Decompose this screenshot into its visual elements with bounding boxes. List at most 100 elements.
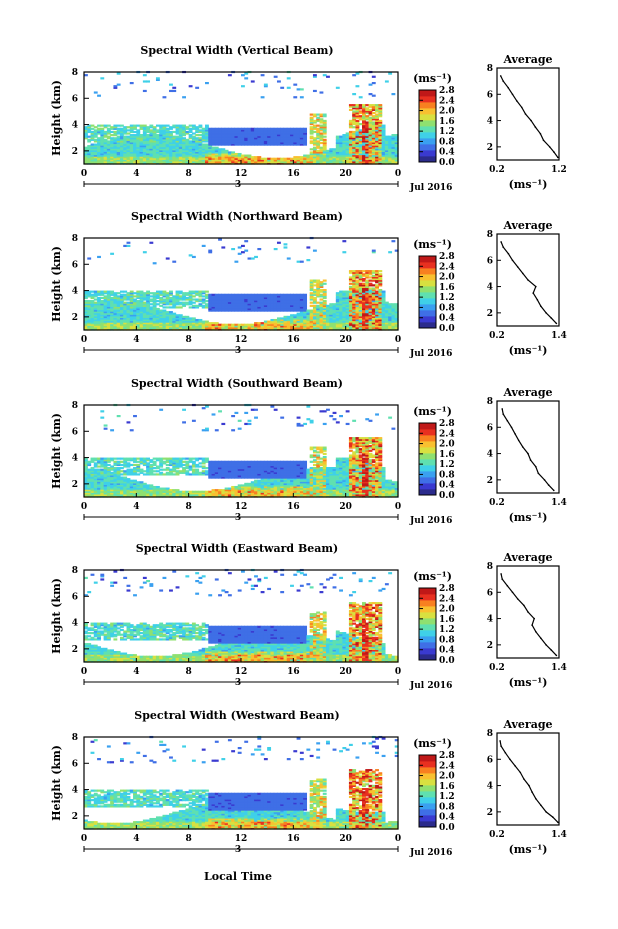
heatmap-cell [355,314,360,317]
heatmap-cell [303,317,308,320]
heatmap-cell [299,159,304,162]
heatmap-cell [152,126,157,129]
heatmap-cell [133,143,137,146]
heatmap-cell [358,159,363,162]
heatmap-cell [191,290,196,293]
heatmap-cell [283,309,288,312]
heatmap-cell [345,160,350,164]
heatmap-cell [152,160,157,164]
heatmap-cell [172,492,177,495]
heatmap-cell [394,143,399,146]
heatmap-cell [162,303,167,306]
heatmap-cell [260,325,265,328]
heatmap-cell [139,292,144,295]
heatmap-cell [218,149,222,152]
heatmap-cell [316,113,321,116]
heatmap-cell [375,323,379,326]
heatmap-cell [201,152,206,156]
heatmap-cell [303,160,308,164]
heatmap-cell [348,325,353,328]
heatmap-cell [93,307,98,311]
average-profile-point [530,119,532,122]
heatmap-cell [312,301,317,304]
heatmap-cell [322,145,327,148]
heatmap-cell [106,481,111,484]
heatmap-cell [371,111,376,115]
heatmap-cell [276,129,281,132]
heatmap-cell [155,138,160,141]
heatmap-cell [182,130,186,134]
heatmap-cell [227,143,232,146]
heatmap-cell [139,314,144,317]
heatmap-cell [136,493,141,497]
heatmap-cell [116,323,121,326]
heatmap-cell [110,145,115,148]
heatmap-cell [254,132,258,135]
heatmap-cell [146,312,151,315]
heatmap-cell [205,304,209,307]
heatmap-cell [133,323,137,326]
heatmap-cell [185,159,190,162]
heatmap-cell [201,295,206,298]
heatmap-cells [84,70,399,165]
heatmap-cell [116,474,121,478]
heatmap-cell [169,160,173,164]
heatmap-cell [309,292,314,295]
heatmap-cell [139,295,144,298]
heatmap-cell [159,141,164,145]
heatmap-cell [316,287,321,290]
heatmap-cell [224,134,229,137]
heatmap-cell [116,312,121,315]
heatmap-cell [178,157,183,160]
heatmap-cell [139,471,144,474]
heatmap-cell [110,141,115,145]
heatmap-cell [169,157,173,160]
heatmap-cell [129,160,134,164]
heatmap-cell [257,298,262,301]
heatmap-cell [129,303,134,306]
heatmap-cell [208,325,213,328]
heatmap-cell [208,160,213,164]
heatmap-cell [309,314,314,317]
heatmap-cell [348,293,353,296]
heatmap-cell [93,482,98,485]
heatmap-cell [391,304,396,307]
heatmap-cell [93,462,98,465]
heatmap-cell [391,309,396,312]
heatmap-cell [133,301,137,304]
heatmap-cell [319,288,324,292]
heatmap-cell [303,135,308,138]
heatmap-cell [342,145,347,148]
heatmap-cell [345,151,350,154]
heatmap-cell [270,295,275,298]
heatmap-cell [296,318,301,322]
heatmap-cell [191,145,196,148]
heatmap-cell [273,159,278,162]
heatmap-cell [358,116,363,119]
colorbar-tick-label: 2.0 [439,107,455,117]
heatmap-cell [149,303,154,306]
heatmap-cell [244,130,249,134]
heatmap-cell [384,318,389,322]
heatmap-cell [384,148,389,151]
heatmap-cell [299,307,304,311]
heatmap-cell [165,145,170,148]
heatmap-cell [139,492,144,495]
heatmap-cell [365,148,370,151]
heatmap-cell [126,241,131,244]
heatmap-cell [113,86,118,89]
heatmap-cell [188,320,193,323]
heatmap-cell [234,127,239,130]
heatmap-cell [133,414,137,418]
heatmap-cell [126,156,131,159]
heatmap-cell [100,315,105,318]
heatmap-cell [231,306,236,309]
heatmap-cell [247,300,252,303]
heatmap-cell [149,471,154,474]
heatmap-cell [175,126,180,129]
heatmap-cell [322,156,327,159]
heatmap-cell [142,130,147,134]
heatmap-cell [218,238,222,241]
heatmap-cell [309,296,314,300]
heatmap-cell [358,295,363,298]
